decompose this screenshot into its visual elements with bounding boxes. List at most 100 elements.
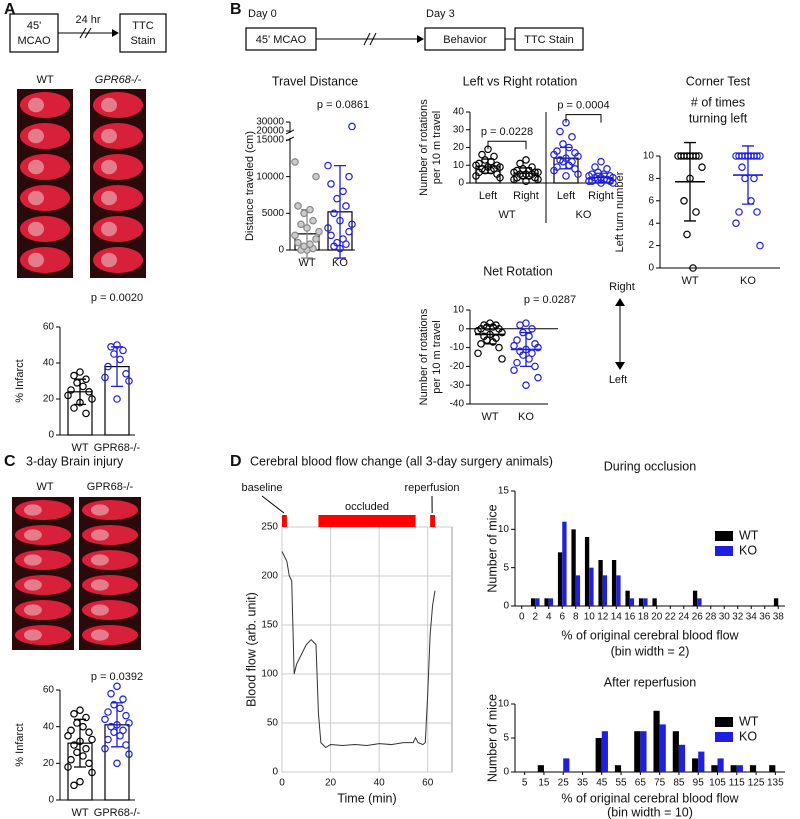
brain-slice-light (101, 221, 117, 237)
annotation: baseline (242, 482, 283, 494)
brain-slice-light (28, 190, 44, 206)
data-point (747, 197, 755, 205)
y-tick-label: 4 (648, 218, 654, 229)
axis-break (285, 129, 295, 142)
data-point (525, 332, 533, 341)
x-tick-label: Left (479, 190, 497, 202)
y-tick-label: 10 (498, 524, 510, 535)
data-point (101, 373, 109, 382)
data-point (565, 143, 573, 152)
x-tick-label: GPR68-/- (94, 442, 141, 454)
brain-slice (93, 154, 143, 180)
data-point (309, 216, 317, 225)
brain-slice-light (90, 579, 109, 591)
panel-title: 3-day Brain injury (26, 454, 124, 468)
timeline: Day 3 (426, 8, 455, 20)
bar (589, 567, 594, 606)
data-point (64, 391, 72, 400)
data-point (750, 174, 758, 183)
data-point (297, 220, 305, 229)
data-point (88, 735, 96, 744)
data-point (531, 362, 539, 371)
y-tick-label: 50 (267, 718, 279, 729)
bar (530, 598, 536, 606)
data-point (732, 152, 740, 160)
y-tick-label: 0 (278, 245, 284, 256)
bar (535, 598, 540, 606)
bar (598, 560, 603, 606)
period (430, 515, 435, 527)
y-tick-label: 0 (48, 795, 54, 806)
data-point (327, 231, 335, 240)
data-point (522, 156, 530, 164)
brain-slice (15, 550, 71, 570)
data-point (88, 768, 96, 777)
y-tick-label: 30000 (256, 117, 284, 128)
data-point (76, 706, 84, 714)
data-point (510, 175, 518, 184)
data-point (70, 741, 78, 749)
data-point (692, 208, 700, 216)
x-tick-label: 15 (538, 778, 550, 789)
brain-slice-light (28, 159, 44, 175)
data-point (291, 231, 299, 240)
data-point (522, 381, 530, 390)
data-point (744, 152, 752, 160)
x-axis-label: Time (min) (337, 791, 396, 805)
data-point (122, 369, 130, 378)
data-point (333, 194, 341, 203)
chart-title: Left vs Right rotation (463, 74, 578, 88)
data-point (339, 187, 347, 196)
data-point (64, 732, 72, 740)
data-point (85, 728, 93, 736)
x-tick-label: 0 (279, 778, 285, 789)
data-point (345, 227, 353, 236)
brain-slice-light (90, 529, 109, 541)
brain-slice-light (23, 629, 42, 641)
data-point (562, 172, 570, 180)
data-point (732, 219, 740, 228)
x-tick-label: 18 (638, 612, 650, 623)
bracket (565, 114, 602, 123)
group-label: KO (576, 209, 592, 221)
y-tick-label: 200 (261, 571, 278, 582)
step-box (119, 13, 167, 53)
data-point (70, 710, 78, 718)
y-tick-label: 0 (458, 178, 464, 189)
brain-slice-light (101, 97, 117, 113)
brain-slice-light (28, 128, 44, 144)
bar (544, 598, 549, 606)
data-point (88, 395, 96, 403)
image-label: GPR68-/- (95, 74, 142, 86)
x-axis-label: % of original cerebral blood flow (561, 628, 739, 642)
y-tick-label: -20 (450, 361, 465, 372)
y-axis-label: % Infarct (14, 359, 26, 402)
y-tick-label: 0 (272, 767, 278, 778)
data-point (104, 735, 112, 744)
y-tick-label: -10 (450, 342, 465, 353)
data-point (510, 366, 518, 374)
chart-title: During occlusion (604, 459, 696, 473)
x-tick-label: 10 (584, 612, 596, 623)
data-point (472, 161, 480, 170)
data-point (692, 152, 700, 160)
brain-slice-light (90, 604, 109, 616)
data-point (82, 409, 90, 418)
bar (692, 590, 698, 606)
data-point (559, 140, 567, 148)
data-point (525, 355, 533, 363)
x-tick-label: 65 (635, 778, 647, 789)
y-tick-label: 15000 (256, 135, 284, 146)
data-point (477, 340, 485, 348)
legend-swatch (715, 717, 733, 727)
bar (638, 598, 644, 606)
y-tick-label: 20000 (256, 126, 284, 137)
x-tick-label: 115 (729, 778, 745, 789)
chart-title: After reperfusion (604, 675, 696, 689)
data-point (73, 748, 81, 757)
x-tick-label: 8 (573, 612, 579, 623)
data-point (735, 152, 743, 160)
image-bg (90, 89, 146, 278)
brain-slice-light (28, 97, 44, 113)
data-point (609, 179, 617, 187)
